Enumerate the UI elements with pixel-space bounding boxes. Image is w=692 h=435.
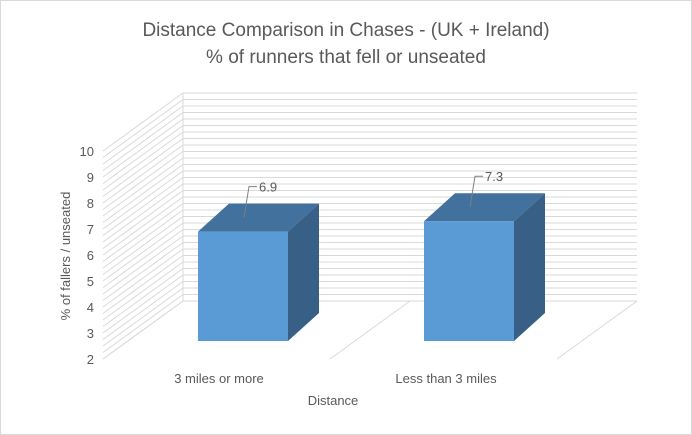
gridline-side: [102, 170, 184, 230]
gridline-side: [102, 294, 184, 353]
y-tick-label: 2: [87, 352, 94, 367]
gridline-side: [102, 255, 184, 314]
gridline-side: [102, 209, 184, 269]
gridline-side: [102, 131, 184, 191]
gridline-side: [102, 242, 184, 301]
gridline-side: [102, 183, 184, 243]
gridline-side: [102, 281, 184, 340]
gridline-side: [102, 196, 184, 256]
bar-top-face: [424, 193, 545, 222]
gridline-side: [102, 138, 184, 197]
x-tick-label: Less than 3 miles: [395, 371, 497, 386]
data-label-leader: [243, 186, 257, 218]
gridline-side: [102, 287, 184, 347]
gridline-side: [102, 118, 184, 178]
bar: [198, 203, 319, 341]
floor-edge-right: [556, 300, 638, 360]
gridline-side: [102, 112, 184, 171]
y-tick-label: 8: [87, 196, 94, 211]
gridline-side: [102, 261, 184, 321]
gridline-side: [102, 229, 184, 288]
data-labels: 6.9 7.3: [243, 169, 503, 218]
data-label-leader: [469, 175, 483, 208]
bar-front-face: [198, 231, 288, 341]
x-axis-tick-labels: 3 miles or more Less than 3 miles: [174, 371, 497, 386]
bar-side-face: [288, 203, 319, 341]
y-tick-label: 5: [87, 274, 94, 289]
x-tick-label: 3 miles or more: [174, 371, 264, 386]
gridline-side: [102, 235, 184, 295]
gridline-side: [102, 268, 184, 327]
gridline-side: [102, 177, 184, 236]
chart-title-line2: % of runners that fell or unseated: [206, 47, 486, 68]
gridline-side: [102, 144, 184, 204]
bars: [198, 193, 545, 341]
x-axis-title: Distance: [308, 393, 359, 408]
gridline-side: [102, 216, 184, 275]
gridline-side: [102, 248, 184, 308]
bar-top-face: [198, 203, 319, 232]
data-label: 7.3: [485, 169, 503, 184]
bar-side-face: [514, 193, 545, 341]
gridline-side: [102, 99, 184, 158]
chart-title-line1: Distance Comparison in Chases - (UK + Ir…: [142, 20, 549, 41]
gridline-side: [102, 151, 184, 210]
gridline-side: [102, 190, 184, 249]
data-label: 6.9: [259, 180, 277, 195]
floor-divider: [329, 300, 411, 360]
gridline-side: [102, 125, 184, 184]
y-axis-title: % of fallers / unseated: [58, 192, 73, 321]
gridline-side: [102, 92, 184, 152]
y-axis-tick-labels: 2 3 4 5 6 7 8 9 10: [80, 144, 94, 367]
gridline-side: [102, 157, 184, 217]
gridline-side: [102, 274, 184, 334]
bar-front-face: [424, 221, 514, 341]
gridline-side: [102, 203, 184, 262]
y-tick-label: 6: [87, 248, 94, 263]
y-tick-label: 10: [80, 144, 94, 159]
floor-edge-left: [102, 300, 184, 360]
bar: [424, 193, 545, 341]
gridline-side: [102, 222, 184, 282]
gridline-side: [102, 105, 184, 165]
y-tick-label: 9: [87, 170, 94, 185]
y-tick-label: 7: [87, 222, 94, 237]
y-tick-label: 3: [87, 326, 94, 341]
y-tick-label: 4: [87, 300, 94, 315]
gridline-side: [102, 164, 184, 223]
